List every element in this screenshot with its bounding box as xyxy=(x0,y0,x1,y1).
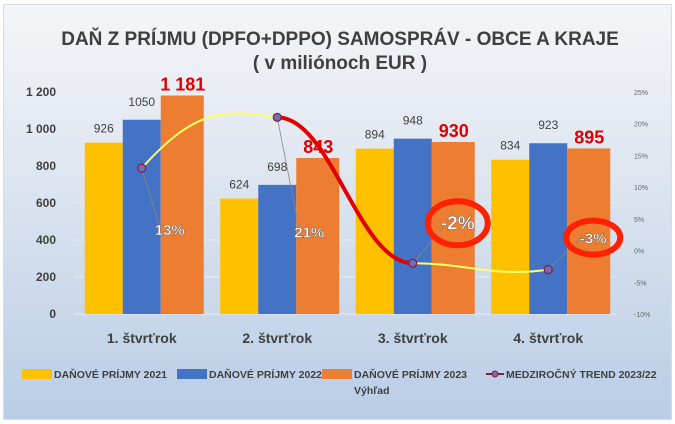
legend-swatch xyxy=(22,369,52,379)
data-label: 930 xyxy=(439,121,469,141)
data-label: 926 xyxy=(94,122,114,136)
y2-tick-label: 25% xyxy=(634,90,648,97)
data-label: 923 xyxy=(538,118,558,132)
trend-point xyxy=(543,265,553,275)
y-tick-label: 200 xyxy=(36,270,56,284)
data-label: 1 181 xyxy=(160,75,205,95)
y-tick-label: 1 200 xyxy=(26,85,56,99)
trend-label: 13% xyxy=(155,222,185,239)
bar xyxy=(431,141,475,314)
trend-point xyxy=(137,163,147,173)
x-tick-label: 4. štvrťrok xyxy=(513,330,583,346)
legend-marker xyxy=(491,370,499,378)
legend-label-line2: Výhľad xyxy=(354,385,390,397)
bar xyxy=(296,158,340,314)
y-tick-label: 800 xyxy=(36,159,56,173)
data-label: 894 xyxy=(365,128,385,142)
x-tick-label: 3. štvrťrok xyxy=(378,330,448,346)
trend-line-segment xyxy=(141,112,278,169)
trend-label: -3% xyxy=(580,231,607,248)
leader-line xyxy=(547,235,584,270)
y2-tick-label: 15% xyxy=(634,153,648,160)
y-tick-label: 600 xyxy=(36,196,56,210)
highlight-circle xyxy=(424,198,491,249)
x-tick-label: 2. štvrťrok xyxy=(242,330,312,346)
data-label: 948 xyxy=(403,114,423,128)
y2-tick-label: 10% xyxy=(634,185,648,192)
legend-label: MEDZIROČNÝ TREND 2023/22 xyxy=(506,368,657,381)
bar xyxy=(220,198,259,314)
data-label: 834 xyxy=(500,139,520,153)
x-tick-label: 1. štvrťrok xyxy=(107,330,177,346)
highlight-circle xyxy=(563,217,624,258)
trend-point xyxy=(272,112,282,122)
legend-swatch xyxy=(177,369,207,379)
chart-area: DAŇ Z PRÍJMU (DPFO+DPPO) SAMOSPRÁV - OBC… xyxy=(3,4,672,420)
trend-label: -2% xyxy=(441,213,475,234)
bar xyxy=(529,143,568,314)
y2-tick-label: -10% xyxy=(634,312,650,319)
chart-title: DAŇ Z PRÍJMU (DPFO+DPPO) SAMOSPRÁV - OBC… xyxy=(61,28,619,50)
leader-line xyxy=(276,117,300,230)
trend-label: 21% xyxy=(294,224,324,241)
data-label: 698 xyxy=(267,160,287,174)
y2-tick-label: 5% xyxy=(634,217,644,224)
data-label: 624 xyxy=(229,178,249,192)
bar xyxy=(567,148,611,314)
bar xyxy=(122,119,161,314)
legend-label: DAŇOVÉ PRÍJMY 2021 xyxy=(54,368,167,381)
y-tick-label: 0 xyxy=(49,307,56,321)
bar xyxy=(258,184,297,314)
trend-line-segment xyxy=(412,262,549,273)
trend-line-segment xyxy=(277,115,413,266)
y-tick-label: 400 xyxy=(36,233,56,247)
trend-point xyxy=(408,258,418,268)
y2-tick-label: -5% xyxy=(634,280,646,287)
chart-subtitle: ( v miliónoch EUR ) xyxy=(253,53,427,74)
legend-label: DAŇOVÉ PRÍJMY 2023 xyxy=(354,368,467,381)
leader-line xyxy=(141,167,161,228)
y2-tick-label: 20% xyxy=(634,122,648,129)
bar xyxy=(84,142,123,314)
chart-svg: DAŇ Z PRÍJMU (DPFO+DPPO) SAMOSPRÁV - OBC… xyxy=(22,28,657,397)
bar xyxy=(491,159,530,314)
data-label: 843 xyxy=(303,137,333,157)
bar xyxy=(355,148,394,314)
legend-label: DAŇOVÉ PRÍJMY 2022 xyxy=(209,368,322,381)
data-label: 895 xyxy=(574,127,604,147)
legend-swatch xyxy=(322,369,352,379)
y-tick-label: 1 000 xyxy=(26,122,56,136)
leader-line xyxy=(412,221,449,264)
bar xyxy=(160,95,204,314)
y2-tick-label: 0% xyxy=(634,249,644,256)
data-label: 1050 xyxy=(128,95,155,109)
